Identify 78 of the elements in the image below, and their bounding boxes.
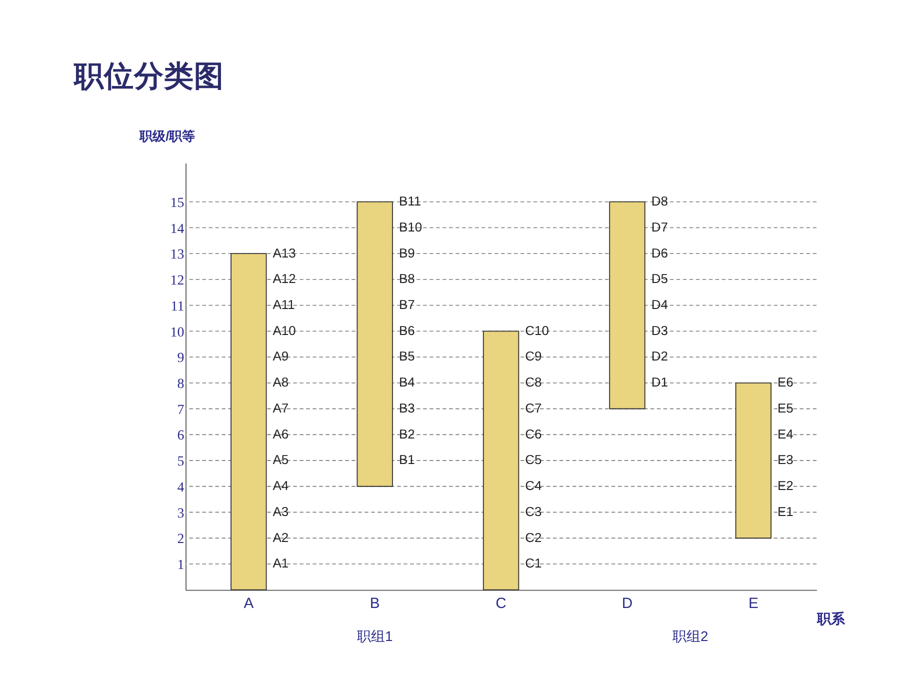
bar <box>230 253 267 590</box>
annotation: E1 <box>778 504 794 519</box>
x-axis-title: 职系 <box>816 610 846 627</box>
annotation: D8 <box>651 194 668 209</box>
chart-title: 职位分类图 <box>73 60 224 94</box>
annotation: C8 <box>525 374 542 390</box>
annotation: B10 <box>398 219 422 234</box>
y-tick-label: 9 <box>177 351 184 366</box>
annotation: C9 <box>525 348 542 364</box>
annotation: A7 <box>272 400 289 416</box>
y-tick-label: 4 <box>177 480 184 496</box>
y-tick-label: 5 <box>177 454 184 470</box>
annotation: A12 <box>272 271 296 286</box>
annotation: E2 <box>778 478 794 494</box>
annotation: B5 <box>398 348 415 364</box>
y-tick-label: 15 <box>170 196 184 211</box>
annotation: B11 <box>398 194 422 209</box>
annotation: A13 <box>272 245 296 260</box>
annotation: E3 <box>778 452 794 468</box>
y-tick-label: 13 <box>170 248 184 263</box>
text: 职组2 <box>672 628 708 644</box>
annotation: E4 <box>778 426 794 442</box>
y-axis-title: 职级/职等 <box>138 128 196 144</box>
annotation: B8 <box>398 271 415 286</box>
annotation: B7 <box>398 297 415 312</box>
y-tick-label: 14 <box>170 222 184 237</box>
annotation: D6 <box>651 245 668 260</box>
x-tick-label: A <box>244 596 254 612</box>
annotation: A11 <box>272 297 295 312</box>
y-tick-label: 6 <box>177 428 184 444</box>
annotation: A10 <box>272 322 296 338</box>
annotation: D4 <box>651 297 668 312</box>
bar <box>482 330 520 590</box>
annotation: A3 <box>272 504 289 519</box>
annotation: A5 <box>272 452 289 468</box>
annotation: E6 <box>778 374 794 390</box>
annotation: D5 <box>651 271 668 286</box>
y-tick-label: 2 <box>177 532 184 548</box>
annotation: B4 <box>398 374 415 390</box>
annotation: C7 <box>525 400 542 416</box>
annotation: A8 <box>272 374 289 390</box>
annotation: C6 <box>525 426 542 442</box>
annotation: C2 <box>525 530 542 545</box>
annotation: A6 <box>272 426 289 442</box>
bar <box>735 382 772 539</box>
x-tick-label: D <box>622 596 633 612</box>
x-tick-label: C <box>496 596 507 612</box>
y-tick-label: 7 <box>177 402 184 418</box>
annotation: B1 <box>398 452 415 468</box>
annotation: C10 <box>525 322 549 338</box>
annotation: D3 <box>651 322 668 338</box>
y-tick-label: 1 <box>177 558 184 574</box>
annotation: C4 <box>525 478 542 494</box>
annotation: D1 <box>651 374 668 390</box>
text: 职组1 <box>356 628 393 644</box>
y-tick-label: 12 <box>170 274 184 289</box>
bar <box>609 201 646 410</box>
annotation: D7 <box>651 219 668 234</box>
annotation: D2 <box>651 348 668 364</box>
x-tick-label: E <box>748 596 758 612</box>
x-tick-label: B <box>370 596 380 612</box>
annotation: A2 <box>272 530 289 545</box>
y-tick-label: 10 <box>170 325 184 340</box>
annotation: C5 <box>525 452 542 468</box>
annotation: B3 <box>398 400 415 416</box>
bar <box>356 201 393 487</box>
annotation: E5 <box>778 400 794 416</box>
annotation: B6 <box>398 322 415 338</box>
annotation: C1 <box>525 556 542 571</box>
y-tick-label: 8 <box>177 377 184 392</box>
annotation: A9 <box>272 348 289 364</box>
annotation: B2 <box>398 426 415 442</box>
annotation: C3 <box>525 504 542 519</box>
annotation: A4 <box>272 478 289 494</box>
annotation: A1 <box>272 556 289 571</box>
y-tick-label: 11 <box>170 299 184 314</box>
y-tick-label: 3 <box>177 506 184 522</box>
annotation: B9 <box>398 245 415 260</box>
